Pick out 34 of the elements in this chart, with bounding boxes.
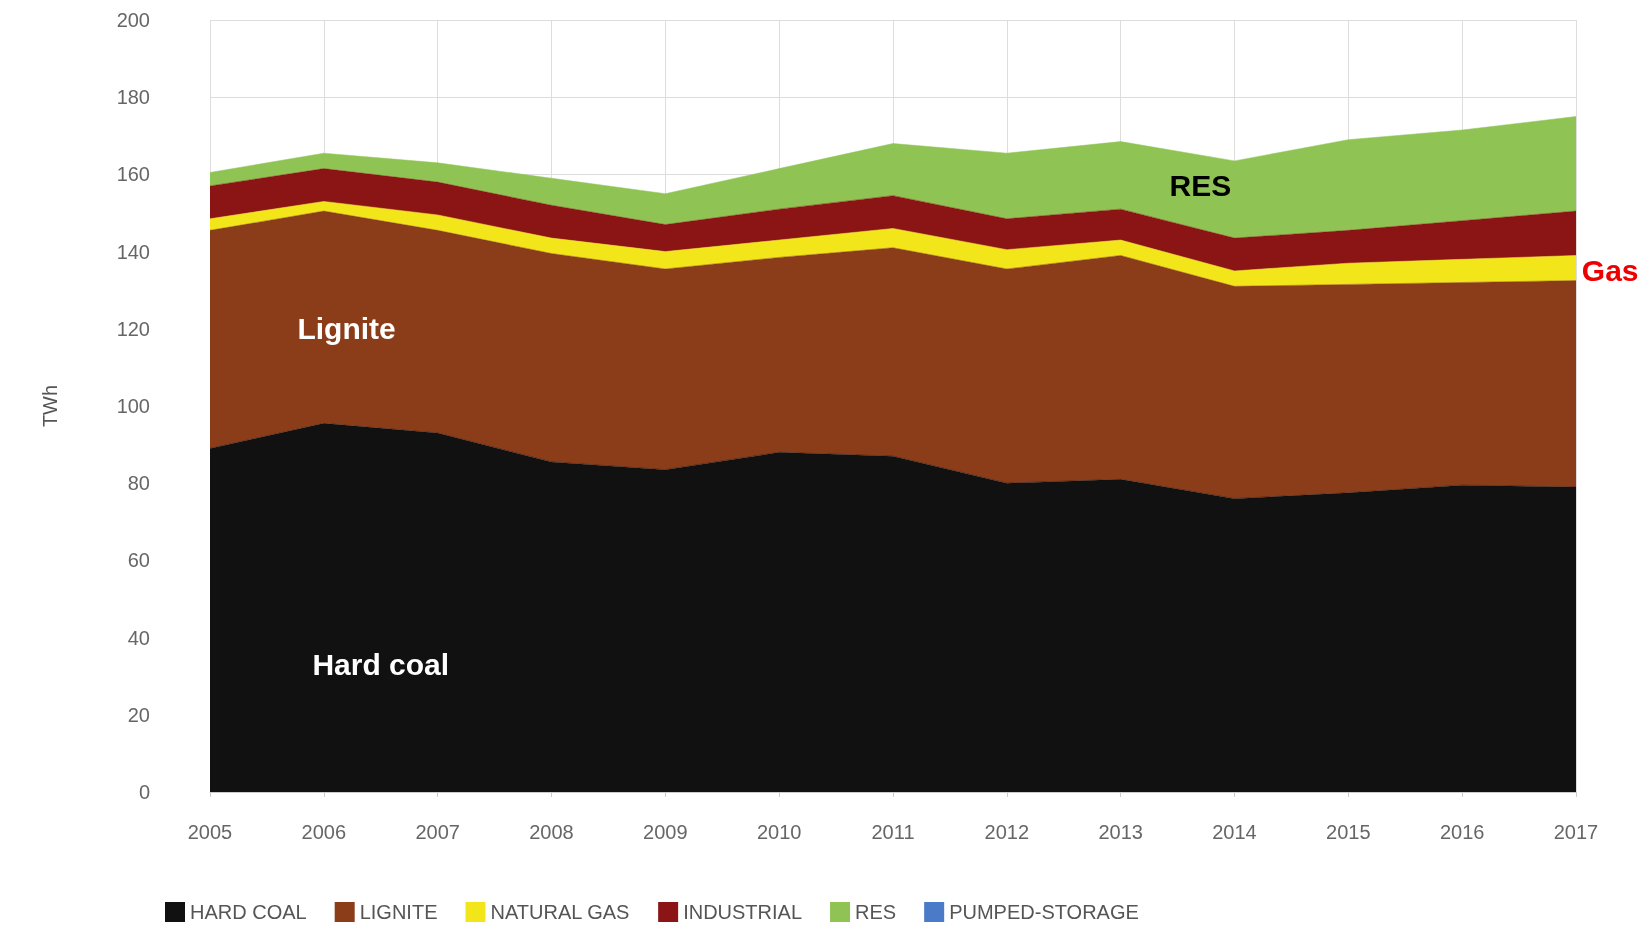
y-tick-label: 0 [138,781,150,803]
x-tick-label: 2017 [1553,821,1599,843]
legend-label: INDUSTRIAL [683,901,803,923]
y-tick-label: 200 [116,9,150,31]
y-tick-label: 60 [127,549,150,572]
annotation: RES [1169,169,1232,203]
x-tick-label: 2014 [1212,821,1257,843]
x-tick-label: 2015 [1326,821,1371,843]
legend-label: NATURAL GAS [490,901,630,923]
x-tick-label: 2013 [1098,821,1143,843]
y-tick-label: 160 [116,163,150,186]
legend-label: RES [855,901,897,923]
x-tick-label: 2009 [643,821,688,843]
y-tick-label: 140 [116,240,150,263]
legend-label: HARD COAL [190,901,307,923]
x-tick-label: 2008 [529,821,574,843]
x-tick-label: 2006 [301,821,347,843]
y-axis-title: TWh [39,384,61,428]
x-tick-label: 2007 [415,821,460,843]
y-tick-label: 40 [127,626,150,649]
x-tick-label: 2011 [871,821,915,843]
legend-label: PUMPED-STORAGE [949,901,1139,923]
x-tick-label: 2016 [1439,821,1485,843]
legend-label: LIGNITE [359,901,438,923]
annotation: Lignite [297,312,396,346]
x-tick-label: 2005 [187,821,233,843]
text: Gas [1581,254,1639,288]
y-tick-label: 120 [116,317,150,340]
y-tick-label: 80 [127,472,150,495]
y-tick-label: 180 [116,86,150,109]
y-tick-label: 20 [127,703,150,726]
y-tick-label: 100 [116,395,150,417]
x-tick-label: 2012 [984,821,1030,843]
x-tick-label: 2010 [756,821,802,843]
